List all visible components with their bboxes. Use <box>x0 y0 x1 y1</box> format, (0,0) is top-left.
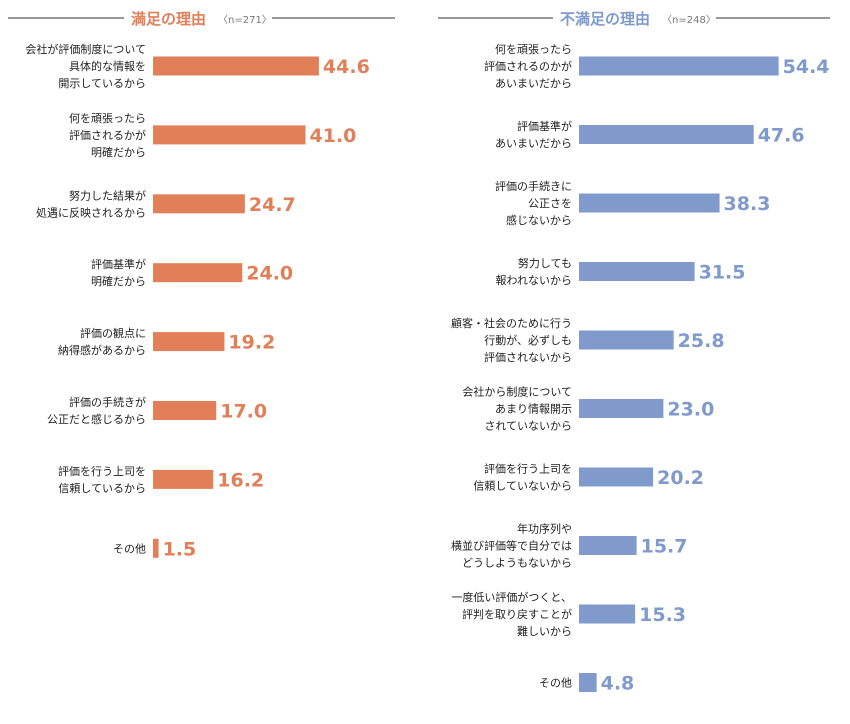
bar <box>153 56 319 76</box>
value-label: 47.6 <box>758 125 805 147</box>
bar <box>579 330 674 350</box>
category-label: 評価の手続きが公正だと感じるから <box>47 395 146 426</box>
value-label: 20.2 <box>657 467 704 489</box>
chart-subtitle: 〈n=271〉 <box>218 14 272 26</box>
category-label: 評価を行う上司を信頼しているから <box>58 464 146 495</box>
value-label: 24.0 <box>246 263 293 285</box>
bar <box>579 262 695 281</box>
category-label: 会社が評価制度について具体的な情報を開示しているから <box>25 42 146 90</box>
value-label: 54.4 <box>783 56 830 78</box>
bar <box>579 399 664 418</box>
chart-title: 満足の理由 <box>131 10 206 28</box>
category-label: 努力しても報われないから <box>496 256 572 287</box>
value-label: 24.7 <box>249 194 296 216</box>
category-label: 何を頑張ったら評価されるかが明確だから <box>69 112 146 159</box>
value-label: 41.0 <box>310 125 357 147</box>
category-label: その他 <box>113 542 146 555</box>
category-label: 評価基準があいまいだから <box>495 119 572 150</box>
bar <box>153 194 245 214</box>
category-label: 評価の観点に納得感があるから <box>58 326 146 357</box>
value-label: 31.5 <box>699 262 746 284</box>
chart-title: 不満足の理由 <box>560 10 650 28</box>
value-label: 38.3 <box>724 193 771 215</box>
bar <box>579 673 597 692</box>
category-label: 顧客・社会のために行う行動が、必ずしも評価されないから <box>451 316 572 364</box>
category-label: 評価を行う上司を信頼していないから <box>473 462 572 493</box>
dissatisfied-reasons-panel: 不満足の理由 〈n=248〉 何を頑張ったら評価されるのかがあいまいだから 54.… <box>438 10 830 695</box>
value-label: 25.8 <box>678 330 725 352</box>
bar <box>579 125 754 144</box>
chart-subtitle: 〈n=248〉 <box>662 14 716 26</box>
bar <box>579 56 779 76</box>
category-label: 年功序列や横並び評価等で自分ではどうしようもないから <box>451 522 572 570</box>
category-label: 評価基準が明確だから <box>91 257 146 288</box>
satisfied-reasons-panel: 満足の理由 〈n=271〉 会社が評価制度について具体的な情報を開示しているから… <box>8 10 395 560</box>
bar <box>153 401 217 420</box>
category-label: 努力した結果が処遇に反映されるから <box>36 188 146 219</box>
value-label: 19.2 <box>228 332 275 354</box>
bar <box>579 467 654 487</box>
bar <box>579 193 720 213</box>
value-label: 17.0 <box>220 401 267 423</box>
value-label: 23.0 <box>667 399 714 421</box>
bar-group: 何を頑張ったら評価されるのかがあいまいだから 54.4 評価基準があいまいだから 47… <box>451 43 830 695</box>
value-label: 16.2 <box>217 469 264 491</box>
bar <box>153 263 243 283</box>
bar <box>153 538 159 558</box>
category-label: 評価の手続きに公正さを感じないから <box>495 179 572 227</box>
value-label: 44.6 <box>323 56 370 78</box>
value-label: 15.3 <box>639 604 686 626</box>
category-label: 一度低い評価がつくと、評判を取り戻すことが難しいから <box>451 590 572 638</box>
bar <box>153 332 225 352</box>
bar <box>579 536 637 555</box>
value-label: 1.5 <box>163 538 197 560</box>
value-label: 15.7 <box>641 536 688 558</box>
category-label: その他 <box>539 677 572 690</box>
bar <box>153 469 214 489</box>
bar <box>153 125 306 145</box>
bar <box>579 604 636 624</box>
value-label: 4.8 <box>601 673 635 695</box>
category-label: 何を頑張ったら評価されるのかがあいまいだから <box>484 43 572 90</box>
category-label: 会社から制度についてあまり情報開示されていないから <box>462 385 572 433</box>
bar-group: 会社が評価制度について具体的な情報を開示しているから 44.6 何を頑張ったら評価さ… <box>25 42 369 560</box>
